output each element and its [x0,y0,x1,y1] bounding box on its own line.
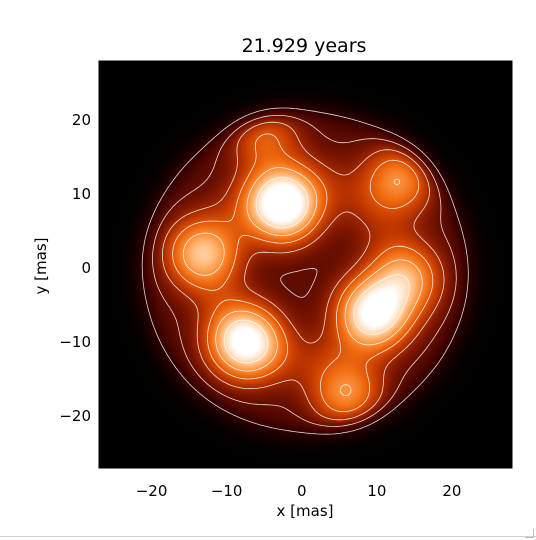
x-tick-label: 10 [367,482,386,500]
contour-level-3 [162,121,445,421]
contour-level-1 [141,107,469,435]
y-tick-label: −10 [59,333,91,351]
window-bottom-border [0,536,536,537]
contour-level-5 [182,167,423,396]
brightness-map [99,61,512,468]
y-tick-label: −20 [59,407,91,425]
x-tick-label: 0 [297,482,307,500]
y-tick-label: 10 [72,185,91,203]
contour-level-6 [223,177,410,364]
x-tick-label: 20 [442,482,461,500]
plot-frame [98,60,513,469]
x-tick-label: −10 [211,482,243,500]
y-tick-label: 20 [72,111,91,129]
x-axis-ticks: −20 −10 0 10 20 [136,61,461,500]
y-tick-label: 0 [81,259,91,277]
x-axis-label: x [mas] [277,502,334,520]
contour-level-4 [172,133,434,412]
image-panel [98,60,513,469]
y-axis-ticks: −20 −10 0 10 20 [59,111,512,425]
contour-level-2 [152,115,457,427]
resize-grip-icon[interactable] [525,529,534,538]
x-tick-label: −20 [136,482,168,500]
plot-title: 21.929 years [242,35,367,57]
contour-lines [141,107,469,435]
y-axis-label: y [mas] [32,238,50,295]
